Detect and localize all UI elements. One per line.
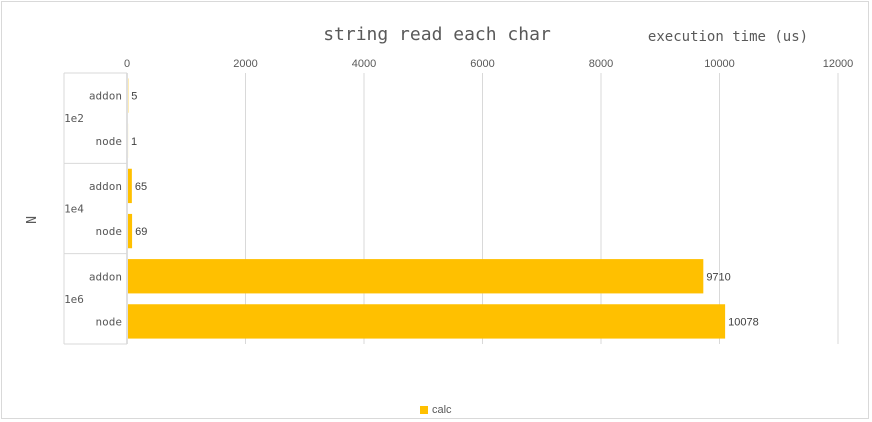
x-tick-label: 10000 (704, 58, 735, 70)
x-tick-label: 4000 (352, 58, 376, 70)
bar (128, 168, 132, 204)
x-tick-labels: 0 2000 4000 6000 8000 10000 12000 (124, 58, 853, 70)
group-label: 1e2 (64, 112, 84, 125)
group-label: 1e4 (64, 203, 84, 216)
x-axis-title: execution time (us) (648, 29, 808, 45)
bars: 5 1 65 69 9710 10078 (128, 78, 759, 339)
chart-title: string read each char (323, 24, 551, 45)
category-label: addon (89, 180, 122, 193)
bar (128, 259, 704, 294)
legend: calc (420, 404, 452, 416)
x-tick-label: 6000 (470, 58, 494, 70)
x-tick-label: 2000 (233, 58, 257, 70)
group-label: 1e6 (64, 293, 84, 306)
data-label: 9710 (706, 271, 730, 283)
gridlines (126, 73, 839, 344)
data-label: 10078 (728, 316, 759, 328)
data-label: 5 (131, 91, 137, 103)
x-tick-label: 8000 (589, 58, 613, 70)
x-tick-label: 12000 (823, 58, 854, 70)
category-label: addon (89, 90, 122, 103)
y-axis-title: N (25, 216, 40, 224)
bar (128, 213, 133, 249)
legend-swatch-calc (420, 406, 428, 414)
legend-label-calc: calc (432, 404, 452, 416)
category-label: node (96, 135, 123, 148)
data-label: 69 (135, 226, 147, 238)
data-label: 65 (135, 181, 147, 193)
category-axis: 1e2 addon node 1e4 addon node 1e6 addon node (63, 72, 128, 345)
category-label: node (96, 225, 123, 238)
x-tick-label: 0 (124, 58, 130, 70)
category-label: node (96, 315, 123, 328)
data-label: 1 (131, 136, 137, 148)
category-label: addon (89, 270, 122, 283)
bar (128, 304, 726, 339)
